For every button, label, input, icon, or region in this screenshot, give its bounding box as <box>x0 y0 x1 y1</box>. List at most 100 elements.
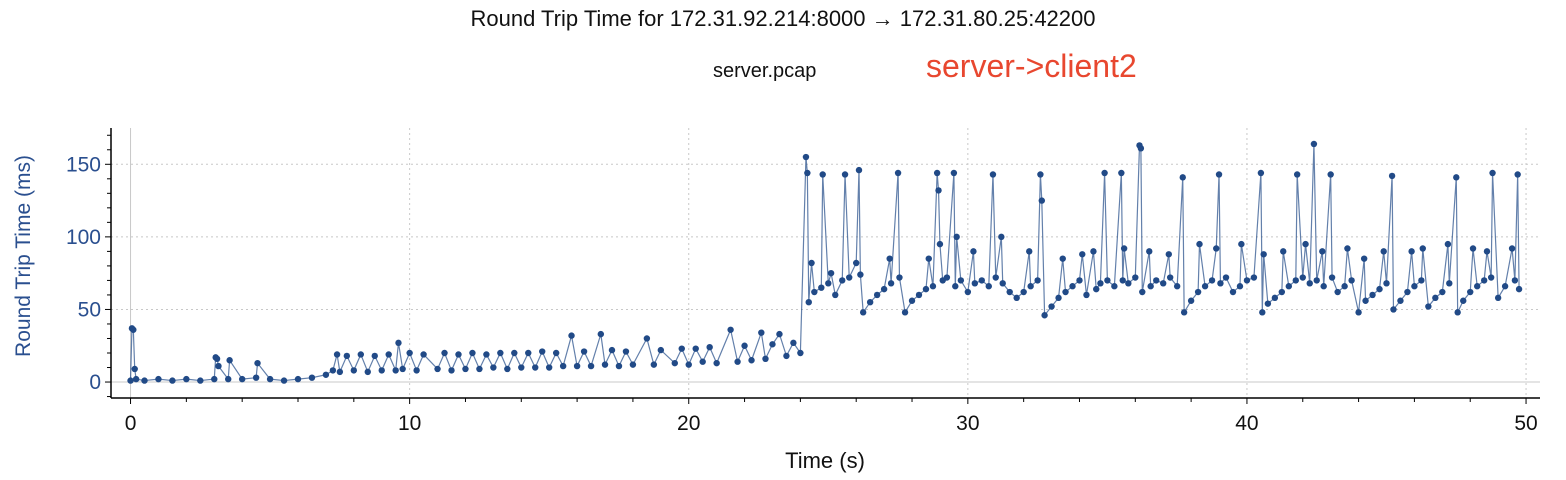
data-point <box>1139 288 1146 296</box>
data-point <box>818 284 825 291</box>
data-point <box>1222 274 1230 281</box>
data-point <box>266 375 274 383</box>
data-point <box>1302 240 1309 248</box>
data-point <box>929 283 937 290</box>
data-point <box>802 153 810 161</box>
data-point <box>957 277 965 284</box>
data-point <box>1213 245 1220 252</box>
data-point <box>1079 251 1086 258</box>
data-point <box>1166 274 1174 281</box>
data-point <box>1250 274 1258 281</box>
data-point <box>1487 274 1495 281</box>
data-point <box>805 298 812 306</box>
data-point <box>1489 169 1496 177</box>
data-point <box>671 359 678 367</box>
data-point <box>748 357 755 364</box>
data-point <box>1006 288 1013 296</box>
data-point <box>1397 297 1404 304</box>
data-point <box>597 330 605 338</box>
data-point <box>1376 285 1383 293</box>
data-point <box>839 277 846 284</box>
data-point <box>511 349 518 357</box>
data-point <box>1292 277 1299 284</box>
data-point <box>336 368 344 376</box>
data-point <box>999 280 1006 287</box>
series-line <box>129 143 1520 382</box>
data-point <box>1034 277 1041 284</box>
data-point <box>790 339 797 347</box>
data-point <box>1369 291 1376 299</box>
data-point <box>1093 285 1100 293</box>
x-tick-label: 30 <box>956 412 979 435</box>
data-point <box>1111 283 1118 290</box>
data-point <box>215 362 222 370</box>
data-point <box>483 351 490 358</box>
data-point <box>1388 172 1396 180</box>
y-tick-label: 150 <box>66 153 101 176</box>
data-point <box>601 361 609 368</box>
data-point <box>490 364 497 371</box>
data-point <box>130 326 137 333</box>
data-point <box>1038 197 1046 204</box>
data-point <box>462 365 469 373</box>
data-point <box>1201 283 1209 290</box>
data-point <box>1208 277 1216 284</box>
data-point <box>935 187 942 194</box>
data-point <box>329 367 337 374</box>
data-point <box>1173 283 1181 290</box>
data-point <box>1076 277 1083 284</box>
data-point <box>1383 280 1390 287</box>
data-point <box>1146 248 1153 255</box>
data-point <box>1469 245 1477 252</box>
data-point <box>915 291 923 299</box>
data-point <box>1259 309 1266 316</box>
data-point <box>1313 277 1320 284</box>
data-point <box>1341 283 1348 290</box>
chart-subtitle: server.pcap <box>713 60 817 82</box>
data-point <box>183 375 190 383</box>
data-point <box>901 309 909 316</box>
data-point <box>841 171 849 178</box>
data-point <box>434 365 441 373</box>
data-point <box>1217 280 1224 287</box>
data-point <box>734 358 741 365</box>
data-point <box>1264 300 1272 307</box>
data-point <box>978 277 985 284</box>
data-point <box>1408 248 1415 255</box>
data-point <box>706 343 713 351</box>
data-point <box>853 259 860 267</box>
data-point <box>211 375 218 383</box>
data-point <box>1104 277 1111 284</box>
data-point <box>127 377 134 384</box>
data-point <box>1069 283 1076 290</box>
data-point <box>692 345 699 352</box>
data-point <box>559 362 567 370</box>
data-point <box>1404 288 1411 296</box>
data-point <box>866 298 874 306</box>
data-point <box>413 367 420 374</box>
data-point <box>1411 283 1418 290</box>
data-point <box>1360 255 1368 262</box>
data-point <box>880 285 888 293</box>
data-point <box>1125 280 1132 287</box>
data-point <box>1271 294 1279 302</box>
data-point <box>859 309 867 316</box>
data-point <box>1334 288 1341 296</box>
data-point <box>1260 251 1267 258</box>
data-point <box>1419 245 1426 252</box>
data-point <box>922 285 930 293</box>
data-point <box>1137 145 1145 152</box>
data-point <box>371 352 378 360</box>
data-point <box>1380 248 1387 255</box>
data-point <box>1444 240 1452 248</box>
data-point <box>1132 274 1139 281</box>
data-point <box>678 345 685 352</box>
data-point <box>1062 288 1069 296</box>
data-point <box>936 240 944 248</box>
data-point <box>1165 251 1172 258</box>
data-point <box>1432 294 1439 302</box>
x-tick-label: 0 <box>125 412 137 435</box>
data-point <box>322 371 330 378</box>
data-point <box>155 375 162 383</box>
